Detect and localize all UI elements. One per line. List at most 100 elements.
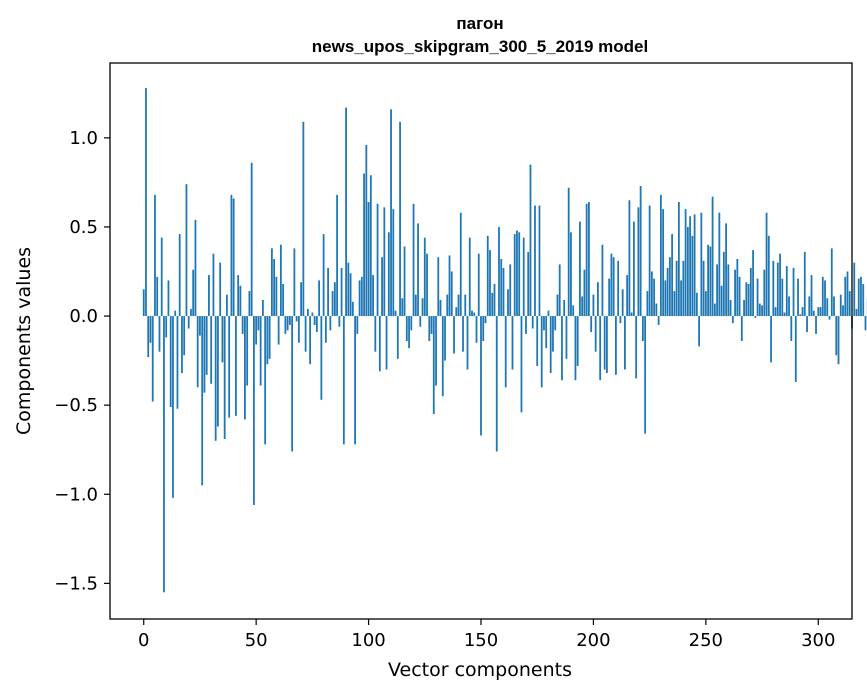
bar <box>659 194 662 317</box>
bar <box>181 316 183 374</box>
bar <box>486 235 489 317</box>
bar <box>255 316 258 345</box>
bar <box>774 307 777 317</box>
bar <box>504 316 507 388</box>
bar <box>603 316 606 370</box>
bar <box>279 244 282 317</box>
bar <box>761 305 763 317</box>
bar <box>680 280 683 317</box>
bar <box>210 316 213 384</box>
bar <box>405 316 408 341</box>
bar <box>864 316 867 331</box>
bar <box>770 316 772 363</box>
bar <box>783 312 786 317</box>
bar <box>630 312 633 317</box>
bar <box>396 316 399 359</box>
bar <box>419 316 422 327</box>
bar <box>565 316 568 359</box>
bar <box>367 202 370 317</box>
bar <box>601 244 604 317</box>
bar <box>540 316 543 388</box>
bar <box>500 259 503 317</box>
bar <box>700 212 703 317</box>
bar-series <box>142 87 867 593</box>
bar <box>277 316 280 345</box>
bar <box>246 316 249 386</box>
bar <box>552 316 554 352</box>
bar <box>621 289 624 317</box>
x-tick-label: 50 <box>245 630 268 651</box>
bar <box>666 267 669 317</box>
bar <box>345 107 347 317</box>
bar <box>266 316 269 365</box>
bar <box>554 316 557 331</box>
bar <box>830 248 833 317</box>
bar <box>668 257 671 317</box>
bar <box>477 253 480 317</box>
bar <box>489 250 491 317</box>
bar <box>471 310 473 317</box>
bar <box>592 294 595 317</box>
bar <box>376 203 379 317</box>
bar <box>839 294 842 317</box>
bar <box>208 275 210 317</box>
bar <box>570 232 572 317</box>
bar <box>282 283 285 317</box>
bar <box>599 316 602 381</box>
bar <box>574 316 577 381</box>
bar <box>695 292 698 317</box>
bar <box>349 273 352 317</box>
bar <box>572 305 575 317</box>
bar <box>172 316 174 498</box>
bar <box>306 308 309 317</box>
bar <box>561 316 563 381</box>
bar <box>295 316 298 322</box>
bar <box>327 267 329 317</box>
bar <box>743 300 745 317</box>
bar <box>275 276 278 317</box>
bar <box>417 223 419 317</box>
bar <box>288 316 291 325</box>
bar <box>731 316 734 324</box>
bar <box>704 291 707 317</box>
bar <box>799 314 802 317</box>
bar <box>480 316 482 436</box>
y-axis: −1.5 −1.0 −0.5 0.0 0.5 1.0 <box>54 128 110 594</box>
bar <box>311 312 314 317</box>
bar <box>199 316 201 336</box>
bar <box>837 316 840 365</box>
bar <box>212 253 215 317</box>
bar <box>223 316 226 440</box>
bar <box>151 316 154 402</box>
bar <box>342 316 345 445</box>
bar <box>430 316 433 334</box>
bar <box>444 316 446 361</box>
bar <box>457 294 460 317</box>
bar <box>284 316 287 334</box>
bar <box>567 187 570 317</box>
bar <box>205 316 208 375</box>
bar <box>482 316 485 341</box>
bar <box>262 300 264 317</box>
bar <box>583 269 586 317</box>
bar <box>401 298 404 317</box>
bar <box>833 296 835 317</box>
bar <box>662 209 665 317</box>
chart-title-line1: пагон <box>456 14 503 33</box>
bar <box>673 291 676 317</box>
bar <box>772 260 775 317</box>
bar <box>860 276 862 317</box>
bar <box>693 214 696 317</box>
bar <box>381 257 383 317</box>
bar <box>378 316 381 372</box>
bar <box>547 310 550 317</box>
bar <box>637 207 640 317</box>
bar <box>232 198 235 317</box>
bar <box>597 282 599 317</box>
bar <box>507 289 509 317</box>
bar <box>390 109 392 317</box>
bar <box>142 289 145 317</box>
bar <box>203 316 206 393</box>
bar <box>518 232 521 317</box>
bar <box>513 234 516 317</box>
